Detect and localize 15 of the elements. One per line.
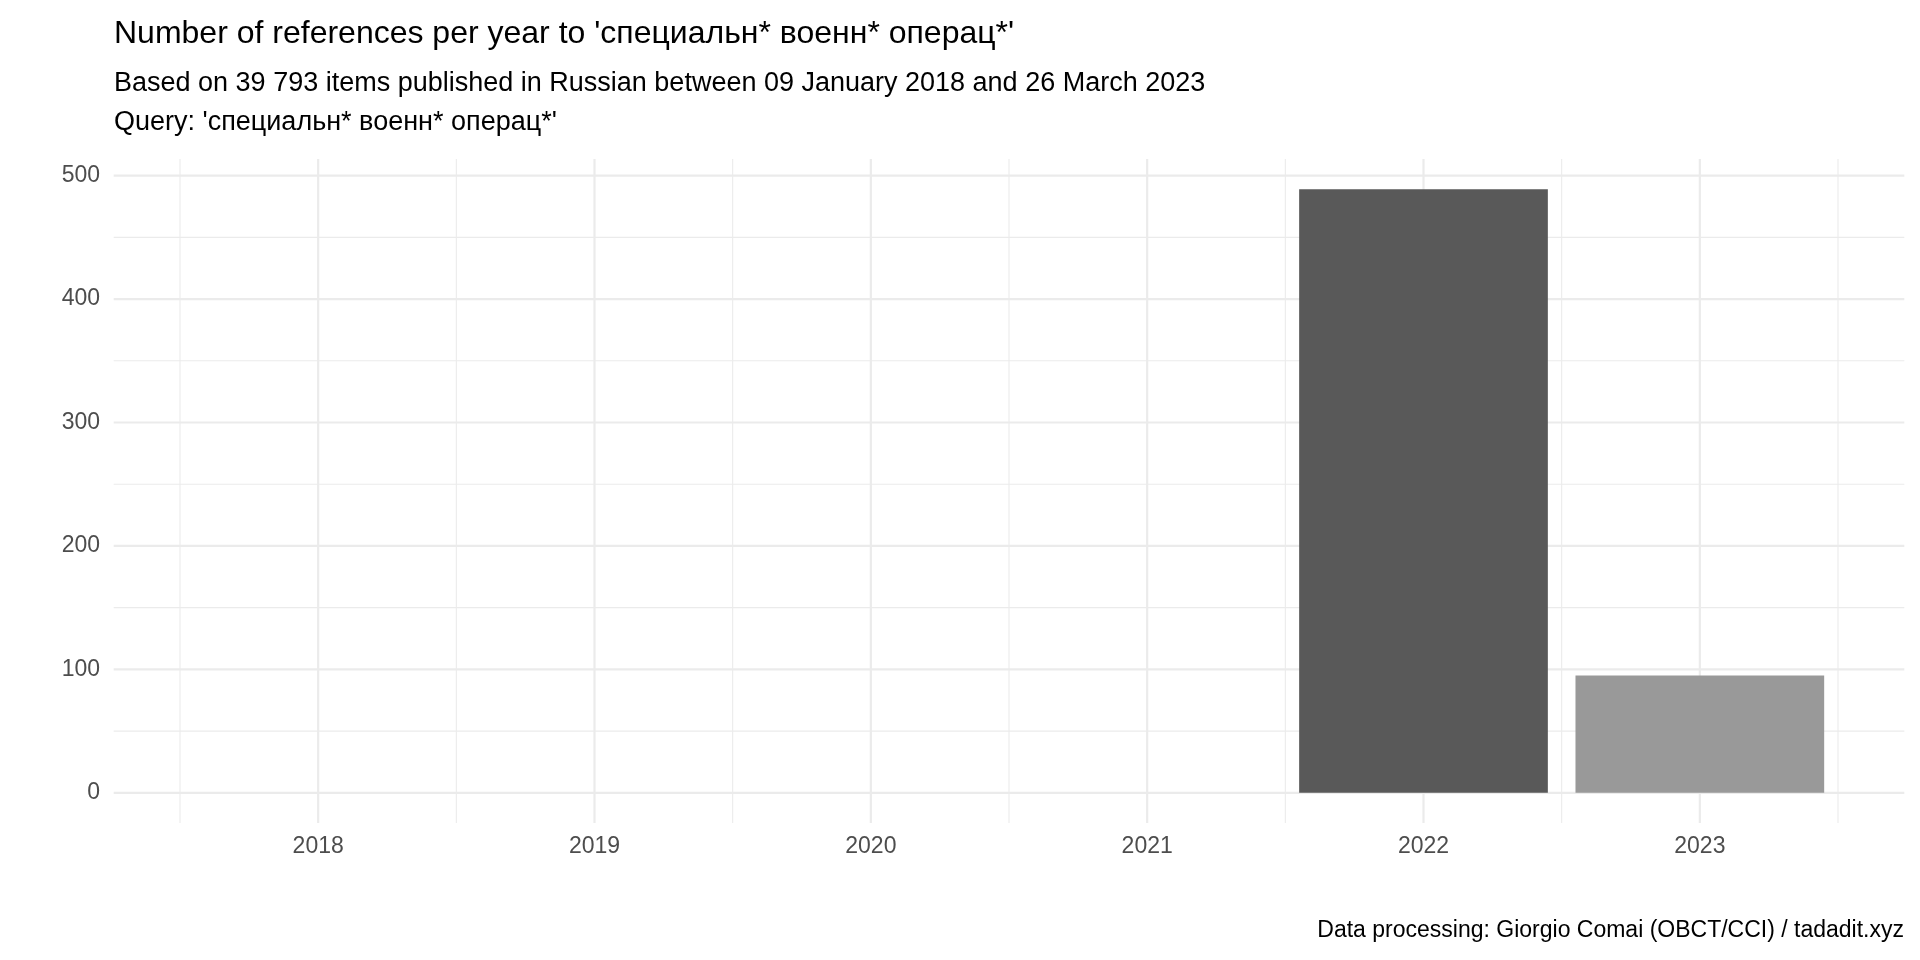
- y-tick-label: 200: [61, 531, 100, 558]
- y-tick-label: 300: [61, 407, 100, 434]
- x-tick-label: 2019: [568, 832, 621, 859]
- y-tick-label: 0: [87, 778, 100, 805]
- x-tick-label: 2022: [1397, 832, 1450, 859]
- x-tick-label: 2021: [1121, 832, 1173, 859]
- y-tick-label: 100: [61, 654, 100, 681]
- y-tick-label: 500: [61, 160, 100, 187]
- y-tick-label: 400: [61, 284, 100, 311]
- chart-subtitle: Based on 39 793 items published in Russian between 09 January 2018 and 26 March 2023 Query: 'специальн* военн* операц*': [114, 66, 1206, 138]
- chart-title: Number of references per year to 'специальн* военн* операц*': [114, 13, 1015, 52]
- x-tick-label: 2023: [1674, 832, 1726, 859]
- x-tick-label: 2020: [845, 832, 897, 859]
- x-tick-label: 2018: [292, 832, 344, 859]
- text: Data processing: Giorgio Comai (OBCT/CCI) / tadadit.xyz: [1317, 915, 1904, 944]
